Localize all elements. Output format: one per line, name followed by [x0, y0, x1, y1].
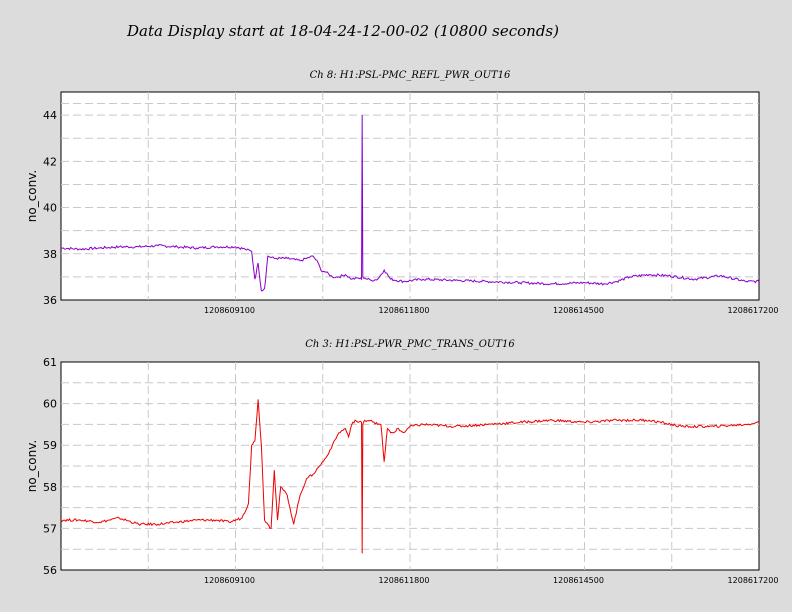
series-line-1 [60, 115, 760, 292]
series-line-1 [60, 399, 760, 554]
chart-title: Ch 3: H1:PSL-PWR_PMC_TRANS_OUT16 [305, 339, 515, 350]
x-tick-label: 1208611800 [379, 306, 430, 315]
y-axis-label: no_conv. [25, 170, 39, 222]
y-tick-label: 36 [43, 294, 57, 307]
y-tick-label: 42 [43, 155, 57, 168]
x-tick-label: 1208614500 [553, 306, 604, 315]
chart-title: Ch 8: H1:PSL-PMC_REFL_PWR_OUT16 [310, 70, 511, 81]
y-tick-label: 56 [43, 564, 57, 577]
y-tick-label: 58 [43, 481, 57, 494]
y-tick-label: 40 [43, 202, 57, 215]
y-tick-label: 44 [43, 109, 57, 122]
chart-panel-2: Ch 3: H1:PSL-PWR_PMC_TRANS_OUT16 56 57 58 59… [25, 339, 778, 585]
y-tick-label: 60 [43, 398, 57, 411]
y-tick-label: 57 [43, 522, 57, 535]
x-tick-label: 1208617200 [728, 576, 779, 585]
y-tick-label: 61 [43, 356, 57, 369]
chart-panel-1: Ch 8: H1:PSL-PMC_REFL_PWR_OUT16 36 38 40 42 4… [25, 70, 778, 315]
x-tick-label: 1208609100 [204, 306, 255, 315]
y-tick-label: 59 [43, 439, 57, 452]
x-tick-label: 1208611800 [379, 576, 430, 585]
x-tick-label: 1208614500 [553, 576, 604, 585]
page-title: Data Display start at 18-04-24-12-00-02 … [127, 22, 559, 40]
y-axis-label: no_conv. [25, 440, 39, 492]
x-tick-label: 1208617200 [728, 306, 779, 315]
x-tick-label: 1208609100 [204, 576, 255, 585]
y-tick-label: 38 [43, 248, 57, 261]
